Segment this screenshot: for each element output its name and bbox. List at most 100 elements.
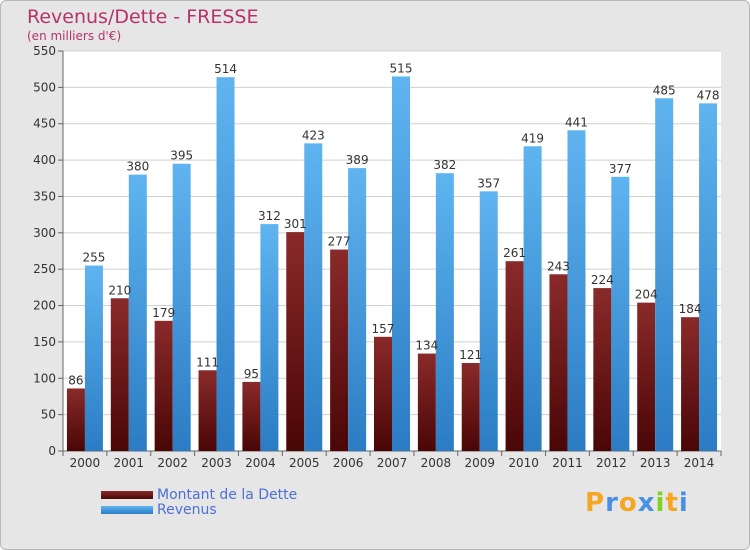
x-tick-label: 2010	[508, 456, 539, 470]
data-label-debt: 224	[591, 273, 614, 287]
chart-subtitle: (en milliers d'€)	[27, 29, 122, 43]
y-tick-label: 550	[33, 44, 56, 58]
legend-item-debt: Montant de la Dette	[101, 486, 298, 503]
bar-revenus	[128, 174, 147, 452]
bar-debt	[549, 274, 568, 451]
data-label-revenus: 514	[214, 62, 237, 76]
bar-debt	[637, 302, 656, 451]
data-label-revenus: 312	[258, 209, 281, 223]
data-label-debt: 95	[244, 367, 259, 381]
x-tick-label: 2008	[421, 456, 452, 470]
legend-swatch-revenus	[101, 505, 153, 514]
data-label-debt: 179	[152, 306, 175, 320]
data-label-debt: 184	[679, 302, 702, 316]
data-label-debt: 86	[68, 373, 83, 387]
bar-debt	[374, 336, 392, 451]
bar-revenus	[348, 168, 367, 451]
bar-debt	[330, 249, 349, 451]
data-label-revenus: 419	[521, 131, 544, 145]
proxiti-logo: Proxiti	[585, 488, 689, 518]
y-tick-label: 100	[33, 371, 56, 385]
legend: Montant de la Dette Revenus	[101, 486, 298, 518]
data-label-revenus: 515	[390, 61, 413, 75]
x-tick-label: 2009	[464, 456, 495, 470]
bar-revenus	[216, 77, 235, 451]
y-tick-label: 200	[33, 299, 56, 313]
data-label-debt: 277	[328, 235, 351, 249]
legend-swatch-debt	[101, 490, 153, 499]
y-tick-label: 450	[33, 117, 56, 131]
x-tick-label: 2011	[552, 456, 583, 470]
x-tick-label: 2006	[333, 456, 364, 470]
bar-debt	[154, 320, 173, 451]
data-label-debt: 243	[547, 259, 570, 273]
chart-title: Revenus/Dette - FRESSE	[27, 6, 259, 28]
bar-revenus	[655, 98, 674, 451]
x-tick-label: 2012	[596, 456, 627, 470]
x-tick-label: 2005	[289, 456, 320, 470]
y-tick-label: 150	[33, 335, 56, 349]
logo-letter: P	[585, 488, 606, 518]
data-label-revenus: 380	[126, 160, 149, 174]
x-tick-label: 2000	[70, 456, 101, 470]
bar-revenus	[435, 173, 454, 451]
bar-revenus	[260, 224, 279, 451]
x-tick-label: 2007	[377, 456, 408, 470]
data-label-revenus: 441	[565, 115, 588, 129]
bar-debt	[286, 232, 305, 451]
bar-revenus	[304, 143, 323, 451]
legend-item-revenus: Revenus	[101, 501, 297, 518]
legend-label-debt: Montant de la Dette	[157, 486, 298, 503]
bar-revenus	[172, 163, 191, 451]
data-label-debt: 157	[372, 322, 395, 336]
bar-revenus	[699, 103, 718, 451]
data-label-revenus: 357	[477, 176, 500, 190]
bar-debt	[417, 353, 436, 451]
data-label-debt: 134	[415, 339, 438, 353]
logo-letter: o	[618, 488, 638, 518]
bar-debt	[681, 317, 700, 451]
data-label-debt: 204	[635, 288, 658, 302]
x-tick-label: 2013	[640, 456, 671, 470]
x-tick-label: 2001	[114, 456, 145, 470]
x-tick-label: 2003	[201, 456, 232, 470]
bar-revenus	[523, 146, 542, 452]
logo-letter: t	[665, 488, 679, 518]
data-label-debt: 261	[503, 246, 526, 260]
bar-revenus	[392, 76, 410, 452]
data-label-debt: 121	[459, 348, 482, 362]
bar-debt	[242, 381, 261, 451]
data-label-debt: 210	[108, 283, 131, 297]
bar-debt	[66, 388, 85, 451]
logo-letter: i	[655, 488, 666, 518]
x-tick-label: 2014	[684, 456, 715, 470]
data-label-revenus: 478	[697, 88, 720, 102]
x-tick-label: 2002	[157, 456, 188, 470]
logo-letter: r	[605, 488, 619, 518]
bar-revenus	[567, 130, 586, 452]
bar-revenus	[611, 176, 630, 451]
bar-debt	[110, 298, 129, 451]
x-tick-label: 2004	[245, 456, 276, 470]
y-tick-label: 500	[33, 80, 56, 94]
logo-letter: i	[678, 488, 689, 518]
bar-revenus	[84, 265, 103, 451]
legend-label-revenus: Revenus	[157, 501, 217, 518]
logo-letter: x	[637, 488, 656, 518]
y-tick-label: 350	[33, 189, 56, 203]
bar-debt	[593, 288, 612, 451]
data-label-revenus: 255	[82, 251, 105, 265]
bar-debt	[198, 370, 217, 451]
data-label-revenus: 389	[346, 153, 369, 167]
data-label-revenus: 395	[170, 149, 193, 163]
bar-debt	[505, 261, 524, 451]
data-label-revenus: 485	[653, 83, 676, 97]
data-label-revenus: 382	[433, 158, 456, 172]
y-tick-label: 400	[33, 153, 56, 167]
bar-revenus	[479, 191, 498, 451]
data-label-revenus: 377	[609, 162, 632, 176]
y-tick-label: 300	[33, 226, 56, 240]
y-tick-label: 0	[48, 444, 56, 458]
